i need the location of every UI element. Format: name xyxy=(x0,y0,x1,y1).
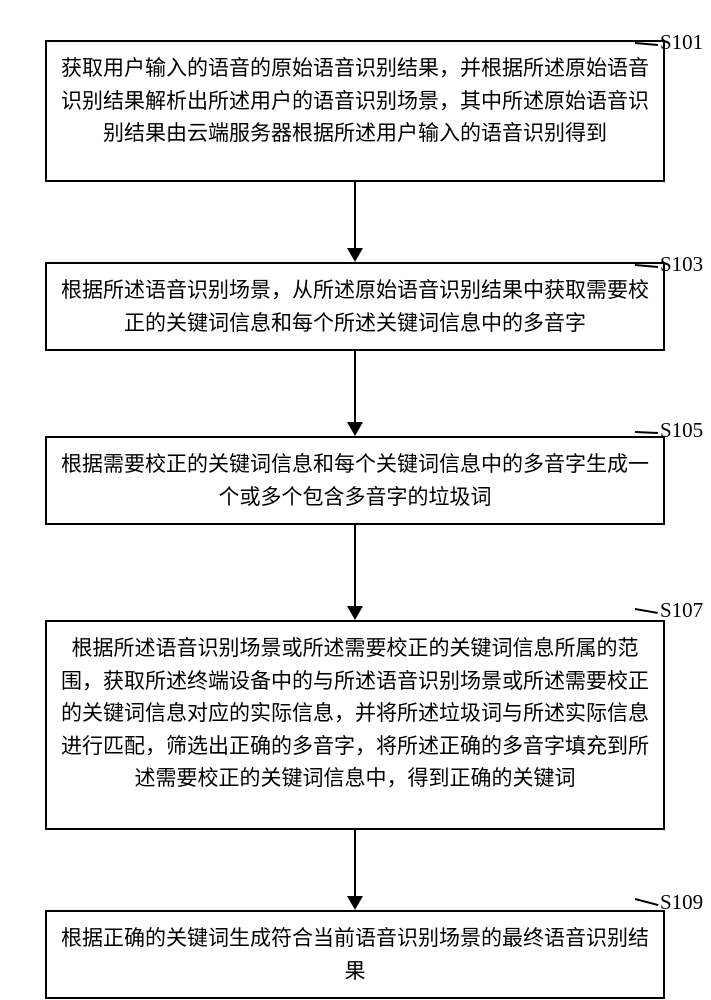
flowchart-arrow xyxy=(45,830,665,910)
flowchart-step-label: S109 xyxy=(660,890,703,915)
flowchart-arrow xyxy=(45,182,665,262)
flowchart-step-box: 获取用户输入的语音的原始语音识别结果，并根据所述原始语音识别结果解析出所述用户的… xyxy=(45,40,665,182)
flowchart-container: 获取用户输入的语音的原始语音识别结果，并根据所述原始语音识别结果解析出所述用户的… xyxy=(45,40,665,999)
flowchart-step-label: S105 xyxy=(660,418,703,443)
flowchart-step-box: 根据需要校正的关键词信息和每个关键词信息中的多音字生成一个或多个包含多音字的垃圾… xyxy=(45,436,665,525)
flowchart-step-label: S101 xyxy=(660,30,703,55)
flowchart-step-box: 根据所述语音识别场景或所述需要校正的关键词信息所属的范围，获取所述终端设备中的与… xyxy=(45,620,665,830)
flowchart-arrow xyxy=(45,351,665,436)
flowchart-step-box: 根据正确的关键词生成符合当前语音识别场景的最终语音识别结果 xyxy=(45,910,665,999)
flowchart-step-label: S107 xyxy=(660,598,703,623)
flowchart-step-label: S103 xyxy=(660,252,703,277)
flowchart-arrow xyxy=(45,525,665,620)
flowchart-step-box: 根据所述语音识别场景，从所述原始语音识别结果中获取需要校正的关键词信息和每个所述… xyxy=(45,262,665,351)
